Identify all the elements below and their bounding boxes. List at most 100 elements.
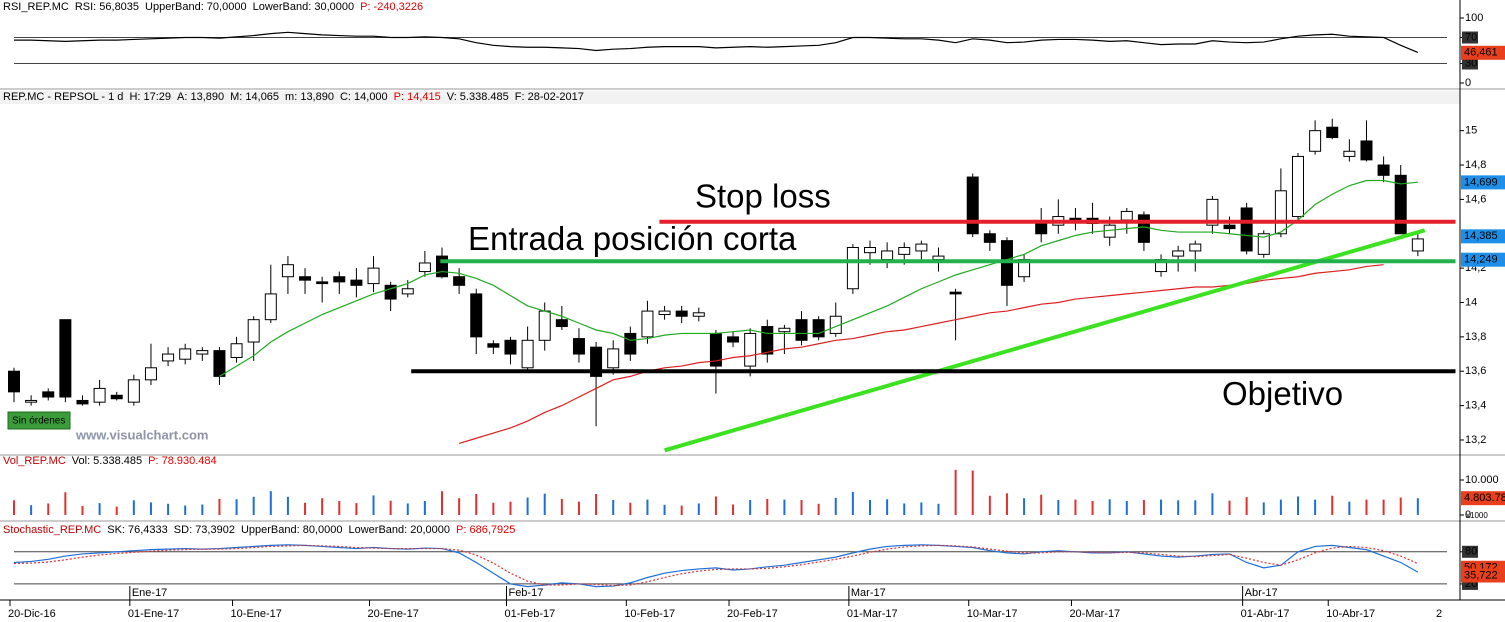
header-strip <box>0 91 1460 104</box>
candle-body <box>846 247 859 290</box>
panel-header: Stochastic_REP.MC SK: 76,4333 SD: 73,3902 U… <box>3 524 515 536</box>
volume-bar <box>1125 501 1128 515</box>
header-item: F: 28-02-2017 <box>515 91 584 103</box>
candle-body <box>1411 238 1424 252</box>
volume-bar <box>81 505 84 515</box>
candle-body <box>25 399 38 403</box>
y-tick-label: 0 <box>1465 509 1471 521</box>
last-value-label: 4.803.78 <box>1464 492 1505 504</box>
volume-bar <box>406 503 409 515</box>
volume-bar <box>132 500 135 515</box>
volume-bar <box>30 505 33 515</box>
volume-bar <box>1177 500 1180 515</box>
panel <box>8 118 1426 453</box>
header-item: UpperBand: 70,0000 <box>145 1 247 13</box>
candle-body <box>727 336 740 343</box>
candle-body <box>1257 233 1270 255</box>
volume-bar <box>1262 502 1265 515</box>
volume-bar <box>13 500 15 515</box>
header-item: H: 17:29 <box>129 91 171 103</box>
candle-body <box>281 264 294 278</box>
y-tick-label: 14 <box>1465 296 1477 308</box>
candle-body <box>59 319 72 398</box>
last-value-box <box>1461 175 1505 190</box>
series-line <box>13 544 1419 588</box>
panel <box>13 469 1419 515</box>
header-item: Stochastic_REP.MC <box>3 524 101 536</box>
volume-bar <box>1108 499 1111 515</box>
candle-body <box>1309 130 1322 152</box>
y-tick-box <box>1462 31 1478 44</box>
candle-body <box>8 370 20 393</box>
volume-bar <box>834 497 837 515</box>
level-label: Stop loss <box>695 177 831 214</box>
candle-body <box>744 332 757 367</box>
level-label: Entrada posición corta <box>468 220 797 257</box>
candle-body <box>538 310 551 341</box>
last-value-box <box>1461 491 1505 506</box>
x-tick-label: 20-Dic-16 <box>8 608 56 620</box>
candle-body <box>658 310 671 316</box>
volume-bar <box>629 502 632 515</box>
volume-bar <box>1057 499 1060 515</box>
volume-bar <box>47 503 50 515</box>
candle-body <box>299 276 312 281</box>
panel <box>13 544 1447 588</box>
candle-body <box>264 293 277 321</box>
x-tick-label: 01-Feb-17 <box>504 608 555 620</box>
y-tick-label: 13,2 <box>1465 434 1486 446</box>
header-item: A: 13,890 <box>177 91 224 103</box>
volume-bar <box>1005 493 1008 515</box>
month-label: Ene-17 <box>132 587 167 599</box>
volume-bar <box>903 503 906 515</box>
y-tick-box <box>1462 545 1478 558</box>
candle-body <box>966 176 979 235</box>
header-item: P: 78.930.484 <box>148 455 217 467</box>
candle-body <box>110 394 123 400</box>
x-tick-label: 01-Abr-17 <box>1241 608 1290 620</box>
volume-bar <box>937 503 940 515</box>
candle-body <box>1377 164 1390 176</box>
candle-body <box>932 255 945 261</box>
candle-body <box>1120 210 1133 221</box>
volume-bar <box>201 504 204 515</box>
candle-body <box>487 343 500 348</box>
header-item: RSI_REP.MC <box>3 1 69 13</box>
candle-body <box>453 276 466 286</box>
volume-bar <box>971 470 974 515</box>
volume-bar <box>1194 500 1197 515</box>
header-item: M: 14,065 <box>230 91 279 103</box>
volume-bar <box>1416 498 1419 515</box>
candle-body <box>93 387 106 403</box>
month-label: Mar-17 <box>851 587 886 599</box>
header-item: V: 5.338.485 <box>447 91 509 103</box>
volume-bar <box>1023 498 1026 515</box>
candle-body <box>1274 190 1287 235</box>
volume-bar <box>560 498 563 515</box>
volume-bar <box>509 501 512 515</box>
candle-body <box>1240 207 1253 252</box>
volume-bar <box>612 499 615 515</box>
volume-bar <box>475 494 478 515</box>
candle-body <box>316 281 329 285</box>
volume-bar <box>492 502 495 515</box>
panel-header: RSI_REP.MC RSI: 56,8035 UpperBand: 70,0000… <box>3 1 423 13</box>
volume-bar <box>697 503 700 515</box>
month-label: Feb-17 <box>508 587 543 599</box>
candle-body <box>898 247 911 255</box>
volume-bar <box>149 502 152 515</box>
badge-box <box>7 411 71 430</box>
candle-body <box>162 353 175 362</box>
candle-body <box>384 284 397 300</box>
volume-bar <box>680 505 683 515</box>
y-tick-label: 14,8 <box>1465 159 1486 171</box>
watermark: www.visualchart.com <box>75 427 208 442</box>
candle-body <box>76 399 89 405</box>
volume-bar <box>1211 493 1214 515</box>
candle-body <box>555 319 568 328</box>
volume-bar <box>954 469 957 515</box>
volume-bar <box>441 491 443 515</box>
candle-body <box>641 310 654 338</box>
y-tick-label: 13,4 <box>1465 400 1486 412</box>
